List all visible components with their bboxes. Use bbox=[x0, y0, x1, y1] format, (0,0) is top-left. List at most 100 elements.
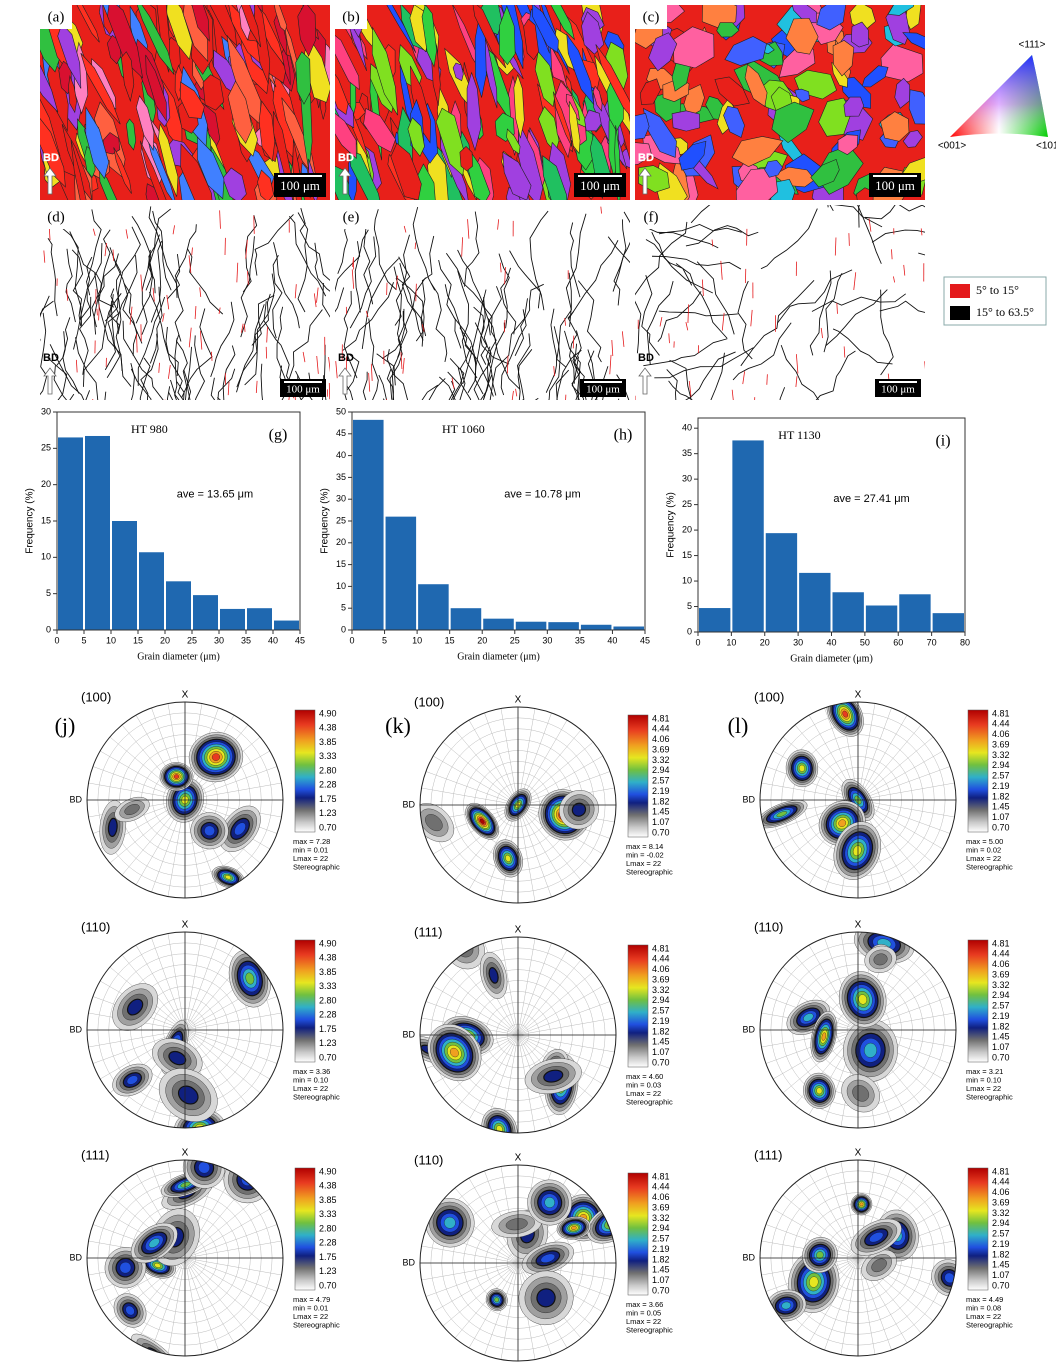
bd-label: BD bbox=[638, 152, 654, 164]
grain-boundary bbox=[217, 397, 238, 481]
low-angle-boundary bbox=[254, 216, 255, 234]
pole-bd-label: BD bbox=[69, 1024, 82, 1034]
y-tick-label: 30 bbox=[41, 406, 51, 416]
legend-swatch bbox=[950, 306, 970, 320]
x-tick-label: 15 bbox=[445, 635, 455, 645]
colorbar bbox=[628, 945, 648, 1067]
x-tick-label: 40 bbox=[826, 637, 836, 647]
pole-figure bbox=[753, 685, 956, 898]
bar bbox=[516, 622, 547, 630]
colorbar-label: 4.44 bbox=[652, 1182, 670, 1192]
y-axis-label: Frequency (%) bbox=[320, 488, 331, 554]
colorbar-label: 3.32 bbox=[652, 1213, 670, 1223]
colorbar bbox=[968, 710, 988, 832]
grain-boundary bbox=[918, 253, 992, 277]
bar bbox=[732, 440, 763, 632]
colorbar-label: 2.57 bbox=[652, 1006, 670, 1016]
bar bbox=[85, 436, 110, 630]
pole-stat: Stereographic bbox=[626, 1097, 673, 1106]
colorbar-label: 3.33 bbox=[319, 1209, 337, 1219]
colorbar-label: 0.70 bbox=[319, 822, 337, 832]
pole-x-label: X bbox=[855, 690, 862, 701]
pole-stat: Stereographic bbox=[293, 1092, 340, 1101]
pole-bd-label: BD bbox=[742, 794, 755, 804]
colorbar-label: 2.80 bbox=[319, 995, 337, 1005]
pole-bd-label: BD bbox=[69, 794, 82, 804]
x-tick-label: 20 bbox=[477, 635, 487, 645]
colorbar-label: 4.38 bbox=[319, 1181, 337, 1191]
pole-stat: Stereographic bbox=[966, 1320, 1013, 1329]
x-tick-label: 30 bbox=[793, 637, 803, 647]
y-tick-label: 20 bbox=[41, 479, 51, 489]
colorbar-label: 2.94 bbox=[992, 760, 1010, 770]
bar bbox=[581, 625, 612, 630]
y-tick-label: 25 bbox=[41, 443, 51, 453]
colorbar-label: 0.70 bbox=[992, 822, 1010, 832]
pole-bd-label: BD bbox=[69, 1252, 82, 1262]
colorbar-label: 4.81 bbox=[652, 1171, 670, 1181]
colorbar-label: 4.44 bbox=[652, 954, 670, 964]
pole-contour bbox=[799, 765, 805, 772]
annotation: ave = 27.41 μm bbox=[833, 493, 909, 505]
bar bbox=[166, 581, 191, 630]
colorbar bbox=[628, 1173, 648, 1295]
pole-label: (111) bbox=[414, 924, 442, 939]
pole-label: (111) bbox=[81, 1147, 109, 1162]
map-label: (f) bbox=[644, 209, 659, 225]
ipf-triangle-overlay bbox=[950, 55, 1048, 137]
colorbar-label: 0.70 bbox=[992, 1280, 1010, 1290]
pole-stat: Stereographic bbox=[293, 1320, 340, 1329]
annotation: ave = 10.78 μm bbox=[504, 489, 580, 501]
colorbar-label: 1.45 bbox=[652, 807, 670, 817]
pole-x-label: X bbox=[855, 920, 862, 931]
colorbar-label: 4.38 bbox=[319, 723, 337, 733]
y-tick-label: 20 bbox=[682, 524, 692, 534]
panel-label: (h) bbox=[614, 427, 633, 444]
colorbar-label: 3.32 bbox=[992, 750, 1010, 760]
legend-label: 15° to 63.5° bbox=[976, 305, 1034, 319]
bar bbox=[386, 517, 417, 630]
map-label: (e) bbox=[343, 209, 360, 225]
low-angle-boundary bbox=[329, 383, 330, 399]
low-angle-boundary bbox=[507, 356, 508, 374]
colorbar-label: 2.28 bbox=[319, 1238, 337, 1248]
colorbar-label: 4.81 bbox=[652, 943, 670, 953]
map-label: (d) bbox=[47, 209, 65, 225]
colorbar-label: 4.90 bbox=[319, 1166, 337, 1176]
x-axis-label: Grain diameter (μm) bbox=[137, 651, 220, 662]
x-tick-label: 30 bbox=[542, 635, 552, 645]
colorbar-label: 2.94 bbox=[652, 1223, 670, 1233]
colorbar-label: 1.45 bbox=[992, 1260, 1010, 1270]
y-tick-label: 5 bbox=[687, 601, 692, 611]
colorbar-label: 4.06 bbox=[992, 1187, 1010, 1197]
x-tick-label: 35 bbox=[241, 635, 251, 645]
pole-label: (110) bbox=[414, 1152, 443, 1167]
pole-label: (110) bbox=[754, 919, 783, 934]
colorbar-label: 4.90 bbox=[319, 708, 337, 718]
scale-bar-label: 100 μm bbox=[286, 384, 320, 396]
low-angle-boundary bbox=[91, 399, 93, 416]
bd-label: BD bbox=[338, 352, 354, 364]
colorbar-label: 4.81 bbox=[992, 938, 1010, 948]
bar bbox=[866, 606, 897, 632]
bar bbox=[193, 595, 218, 630]
pole-bd-label: BD bbox=[742, 1024, 755, 1034]
pole-stat: Stereographic bbox=[966, 1092, 1013, 1101]
x-tick-label: 60 bbox=[893, 637, 903, 647]
colorbar-label: 2.94 bbox=[992, 1218, 1010, 1228]
colorbar-label: 2.57 bbox=[652, 1234, 670, 1244]
y-tick-label: 40 bbox=[682, 423, 692, 433]
bar bbox=[139, 552, 164, 630]
colorbar-label: 2.19 bbox=[992, 781, 1010, 791]
colorbar-label: 3.32 bbox=[992, 980, 1010, 990]
colorbar-label: 1.75 bbox=[319, 794, 337, 804]
colorbar bbox=[968, 940, 988, 1062]
y-axis-label: Frequency (%) bbox=[666, 492, 677, 558]
colorbar-label: 0.70 bbox=[652, 1057, 670, 1067]
x-tick-label: 10 bbox=[412, 635, 422, 645]
colorbar-label: 4.06 bbox=[652, 964, 670, 974]
bar bbox=[799, 573, 830, 632]
pole-stat: Stereographic bbox=[966, 862, 1013, 871]
colorbar-label: 3.32 bbox=[652, 755, 670, 765]
low-angle-boundary bbox=[165, 400, 166, 408]
